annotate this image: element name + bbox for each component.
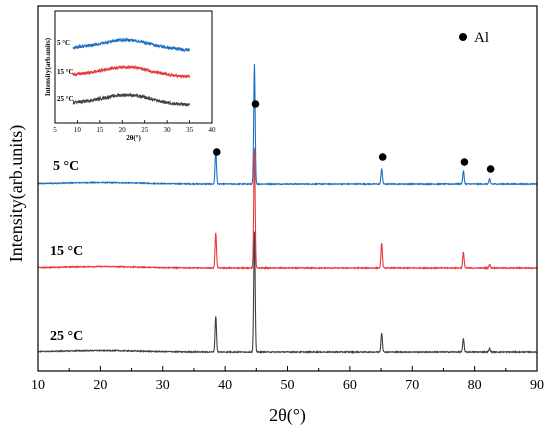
al-peak-marker (251, 100, 260, 108)
series-line-5c (37, 63, 538, 187)
inset-plot: 5 °C 15 °C 25 °C 5 10 15 20 25 30 35 40 2θ(°) Intens… (44, 10, 217, 142)
inset-series-label-5c: 5 °C (57, 39, 70, 47)
x-tick-label: 80 (468, 378, 482, 393)
inset-series-line-5c (72, 37, 191, 53)
x-tick-label: 30 (156, 378, 170, 393)
series-line-15c (37, 148, 538, 271)
x-tick-label: 60 (343, 378, 357, 393)
series-line-25c (37, 231, 538, 355)
series-label-15c: 15 °C (50, 244, 83, 259)
inset-x-tick-label: 10 (74, 126, 82, 134)
inset-x-tick-label: 20 (119, 126, 127, 134)
inset-x-tick-label: 5 (53, 126, 57, 134)
x-axis-title: 2θ(°) (269, 405, 306, 426)
main-plot: 5 °C 15 °C 25 °C 10 20 30 40 50 60 70 80 90 2θ(°) Int… (6, 5, 544, 426)
inset-x-tick-label: 40 (209, 126, 217, 134)
legend-label: Al (474, 30, 489, 46)
x-tick-label: 70 (405, 378, 419, 393)
inset-series-line-25c (72, 92, 191, 107)
al-peak-marker (486, 165, 495, 173)
legend-marker (459, 33, 467, 41)
series-label-5c: 5 °C (53, 159, 79, 174)
series-label-25c: 25 °C (50, 329, 83, 344)
x-tick-label: 50 (281, 378, 295, 393)
al-peak-marker (460, 158, 469, 166)
x-tick-label: 10 (31, 378, 45, 393)
y-axis-title: Intensity(arb.units) (6, 125, 27, 262)
inset-x-tick-label: 30 (164, 126, 172, 134)
x-tick-label: 40 (218, 378, 232, 393)
inset-x-tick-label: 35 (186, 126, 194, 134)
inset-x-axis-title: 2θ(°) (126, 134, 141, 142)
inset-series-line-15c (72, 64, 191, 80)
inset-x-tick-label: 15 (96, 126, 104, 134)
inset-x-tick-label: 25 (141, 126, 149, 134)
x-tick-label: 90 (530, 378, 544, 393)
inset-series-label-25c: 25 °C (57, 95, 74, 103)
al-peak-marker (378, 153, 387, 161)
inset-series-label-15c: 15 °C (57, 68, 74, 76)
al-peak-marker (212, 148, 221, 156)
x-tick-label: 20 (93, 378, 107, 393)
inset-y-axis-title: Intensity(arb.units) (44, 37, 52, 96)
